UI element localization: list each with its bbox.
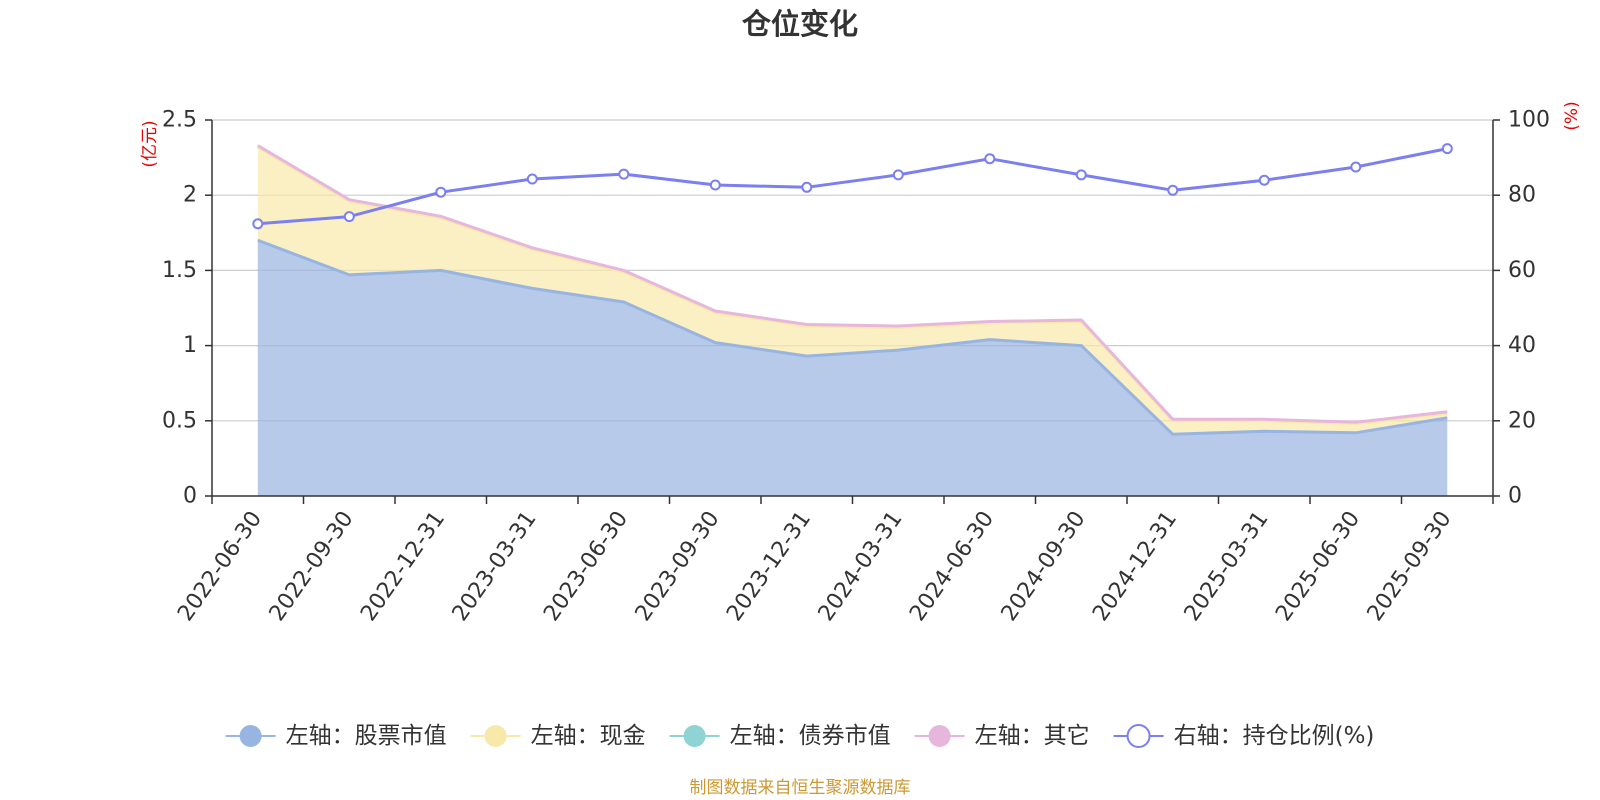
left-axis-tick-label: 2 [183, 183, 197, 208]
position-ratio-point [1441, 143, 1453, 155]
x-axis-category-label: 2025-03-31 [1180, 507, 1274, 626]
legend-item-position-ratio[interactable]: 右轴：持仓比例(%) [1113, 723, 1375, 749]
x-axis-category-label: 2023-09-30 [631, 507, 725, 626]
x-axis-category-label: 2024-12-31 [1088, 507, 1182, 626]
position-ratio-point [1167, 184, 1179, 196]
position-ratio-point [252, 218, 264, 230]
x-axis-category-label: 2024-06-30 [905, 507, 999, 626]
right-axis-tick-label: 20 [1508, 408, 1536, 433]
legend-label: 左轴：股票市值 [286, 723, 447, 749]
source-note: 制图数据来自恒生聚源数据库 [690, 778, 911, 798]
line-other [257, 144, 1448, 424]
x-axis-category-label: 2025-09-30 [1363, 507, 1457, 626]
legend-item-stock-market-value[interactable]: 左轴：股票市值 [225, 723, 447, 749]
legend-label: 左轴：现金 [531, 723, 646, 749]
right-axis-tick-label: 40 [1508, 333, 1536, 358]
left-axis-tick-label: 1 [183, 333, 197, 358]
left-axis-tick-label: 0 [183, 484, 197, 509]
series-lines [257, 144, 1448, 436]
x-axis-category-label: 2023-06-30 [539, 507, 633, 626]
position-ratio-point [892, 169, 904, 181]
chart-title: 仓位变化 [741, 7, 858, 41]
left-axis-tick-label: 1.5 [162, 258, 197, 283]
right-y-axis: 0 20 40 60 80 100 [1492, 108, 1550, 509]
x-axis-category-label: 2025-06-30 [1271, 507, 1365, 626]
x-axis-category-label: 2022-09-30 [265, 507, 359, 626]
position-ratio-point [801, 181, 813, 193]
filled-circle-icon [928, 725, 951, 747]
right-axis-tick-label: 80 [1508, 183, 1536, 208]
x-axis: 2022-06-302022-09-302022-12-312023-03-31… [173, 495, 1494, 626]
position-ratio-point [1075, 169, 1087, 181]
left-axis-tick-label: 2.5 [162, 108, 197, 133]
legend-label: 左轴：其它 [975, 723, 1090, 749]
x-axis-category-label: 2024-03-31 [814, 507, 908, 626]
left-y-axis: 0 0.5 1 1.5 2 2.5 [162, 108, 213, 509]
left-axis-tick-label: 0.5 [162, 408, 197, 433]
hollow-circle-icon [1126, 724, 1151, 748]
x-axis-category-label: 2022-12-31 [356, 507, 450, 626]
legend-label: 右轴：持仓比例(%) [1174, 723, 1375, 749]
position-ratio-markers [252, 143, 1453, 230]
position-ratio-point [435, 186, 447, 198]
stacked-areas [257, 145, 1448, 496]
legend-item-other[interactable]: 左轴：其它 [914, 723, 1090, 749]
filled-circle-icon [239, 725, 262, 747]
position-ratio-point [343, 211, 355, 223]
right-axis-tick-label: 0 [1508, 484, 1522, 509]
right-axis-unit-label: (%) [1562, 101, 1582, 130]
position-ratio-point [984, 153, 996, 165]
filled-circle-icon [683, 725, 706, 747]
right-axis-tick-label: 60 [1508, 258, 1536, 283]
x-axis-category-label: 2024-09-30 [997, 507, 1091, 626]
line-position-ratio [257, 147, 1448, 226]
filled-circle-icon [484, 725, 507, 747]
legend-label: 左轴：债券市值 [730, 723, 891, 749]
position-ratio-point [618, 168, 630, 180]
area-stock-market-value [257, 240, 1448, 496]
legend-item-bond-market-value[interactable]: 左轴：债券市值 [669, 723, 891, 749]
x-axis-category-label: 2022-06-30 [173, 507, 267, 626]
left-axis-unit-label: (亿元) [140, 120, 160, 167]
legend-item-cash[interactable]: 左轴：现金 [470, 723, 646, 749]
position-ratio-point [1258, 174, 1270, 186]
position-ratio-point [709, 179, 721, 191]
position-ratio-point [526, 173, 538, 185]
line-stock-market-value [257, 238, 1448, 436]
legend: 左轴：股票市值 左轴：现金 左轴：债券市值 左轴：其它 右轴：持仓比例(%) [225, 723, 1375, 749]
x-axis-category-label: 2023-03-31 [448, 507, 542, 626]
position-ratio-point [1350, 161, 1362, 173]
x-axis-category-label: 2023-12-31 [722, 507, 816, 626]
right-axis-tick-label: 100 [1508, 108, 1550, 133]
